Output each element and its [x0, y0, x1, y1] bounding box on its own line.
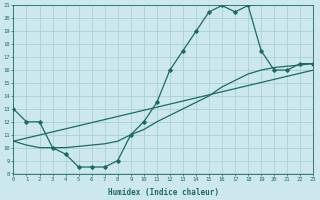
X-axis label: Humidex (Indice chaleur): Humidex (Indice chaleur): [108, 188, 219, 197]
